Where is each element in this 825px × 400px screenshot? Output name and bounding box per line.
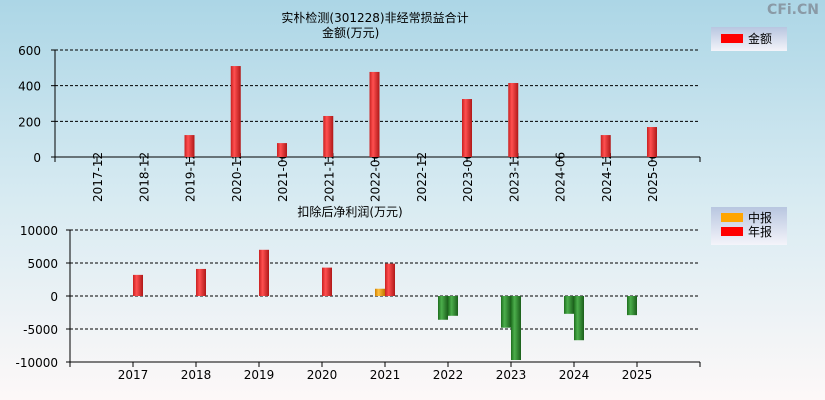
x-tick-label: 2023-06 (461, 152, 475, 202)
y-tick-label: 600 (18, 44, 41, 58)
x-tick-label: 2021-12 (322, 152, 336, 202)
bar (462, 99, 472, 157)
x-tick-label: 2025-06 (646, 152, 660, 202)
y-axis-label: 金额(万元) (322, 25, 379, 40)
x-tick-label: 2021-06 (276, 152, 290, 202)
chart-title: 扣除后净利润(万元) (297, 204, 402, 219)
bar (369, 71, 380, 157)
x-tick-label: 2025 (622, 368, 653, 382)
y-tick-label: 200 (18, 115, 41, 129)
x-tick-label: 2017 (118, 368, 149, 382)
x-tick-label: 2021 (370, 368, 401, 382)
watermark-logo: CFi.CN (767, 2, 819, 18)
bar-annual (448, 296, 458, 316)
bar (184, 135, 195, 157)
bar-annual (574, 296, 584, 341)
bar-annual (196, 268, 206, 296)
bar-annual (259, 249, 269, 296)
bar-annual (385, 263, 395, 296)
legend-label: 金额 (748, 31, 772, 46)
y-tick-label: 0 (33, 151, 41, 165)
chart-title: 实朴检测(301228)非经常损益合计 (281, 10, 468, 25)
x-tick-label: 2024-06 (554, 152, 568, 202)
x-tick-label: 2019-12 (184, 152, 198, 202)
legend-label: 年报 (748, 224, 772, 239)
legend-swatch (721, 227, 743, 236)
x-tick-label: 2020 (307, 368, 338, 382)
x-tick-label: 2018 (181, 368, 212, 382)
x-tick-label: 2022-06 (369, 152, 383, 202)
bar (277, 143, 287, 157)
bar (323, 115, 334, 157)
x-tick-label: 2023 (496, 368, 527, 382)
legend-label: 中报 (748, 210, 772, 225)
bar (230, 66, 241, 157)
y-tick-label: -10000 (15, 356, 58, 370)
bar (647, 127, 657, 157)
x-tick-label: 2022-12 (415, 152, 429, 202)
x-tick-label: 2017-12 (91, 152, 105, 202)
y-tick-label: 5000 (27, 257, 58, 271)
x-tick-label: 2020-12 (230, 152, 244, 202)
y-tick-label: 0 (50, 290, 58, 304)
bar-interim (564, 296, 574, 314)
x-tick-label: 2022 (433, 368, 464, 382)
bar-interim (375, 288, 385, 296)
x-tick-label: 2024 (559, 368, 590, 382)
bar-interim (501, 296, 511, 328)
x-tick-label: 2019 (244, 368, 275, 382)
bar-interim (438, 296, 448, 320)
bar (508, 82, 519, 157)
y-tick-label: -5000 (23, 323, 58, 337)
bar-interim (627, 296, 637, 316)
bar-annual (133, 274, 143, 296)
bar (600, 135, 611, 157)
x-tick-label: 2024-12 (600, 152, 614, 202)
y-tick-label: 400 (18, 80, 41, 94)
bar-annual (511, 296, 521, 361)
x-tick-label: 2018-12 (137, 152, 151, 202)
y-tick-label: 10000 (20, 224, 58, 238)
bar-annual (322, 267, 332, 296)
legend-swatch (721, 213, 743, 222)
x-tick-label: 2023-12 (507, 152, 521, 202)
legend-swatch (721, 34, 743, 43)
